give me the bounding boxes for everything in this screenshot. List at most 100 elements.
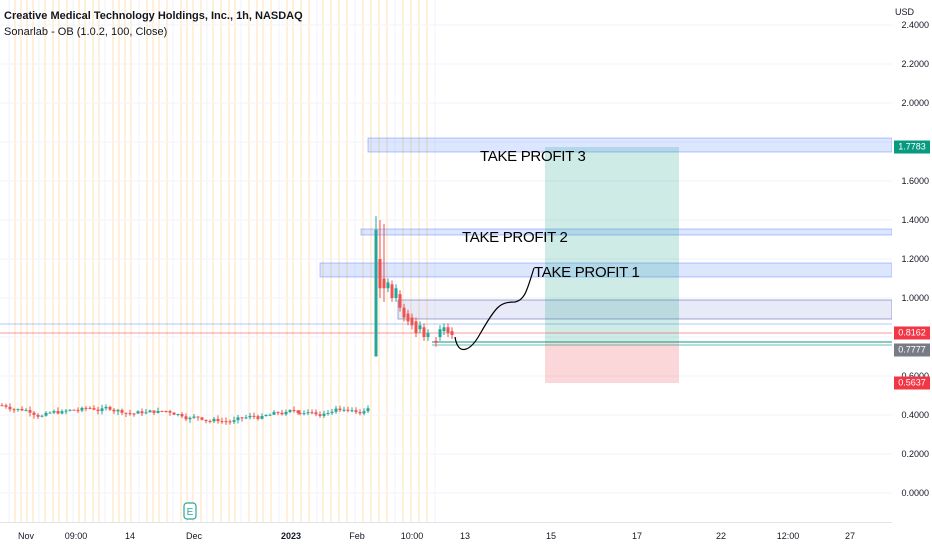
- price-axis[interactable]: USD 2.4000 2.2000 2.0000 1.6000 1.4000 1…: [892, 0, 932, 550]
- session-band: [44, 0, 46, 522]
- candle-body: [0, 405, 4, 407]
- order-block-tp3: [367, 137, 892, 153]
- price-tick: 1.2000: [901, 254, 929, 264]
- candle-body: [434, 340, 438, 343]
- candle-body: [132, 413, 136, 415]
- take-profit-2-label[interactable]: TAKE PROFIT 2: [462, 229, 568, 246]
- candle-body: [92, 408, 96, 410]
- candle-body: [12, 409, 16, 411]
- candle-body: [224, 421, 228, 423]
- indicator-legend[interactable]: Sonarlab - OB (1.0.2, 100, Close): [4, 26, 168, 38]
- symbol-title[interactable]: Creative Medical Technology Holdings, In…: [4, 10, 303, 22]
- time-tick: 2023: [280, 531, 302, 541]
- candle-body: [402, 307, 406, 318]
- session-band: [346, 0, 348, 522]
- candle-body: [40, 415, 44, 417]
- candle-body: [64, 410, 68, 412]
- candle-body: [172, 412, 176, 415]
- chart-canvas[interactable]: E: [0, 0, 892, 522]
- candle-body: [310, 412, 314, 414]
- session-band: [270, 0, 272, 522]
- candle-body: [318, 414, 322, 416]
- chart-area[interactable]: E Creative Medical Technology Holdings, …: [0, 0, 892, 522]
- session-band: [426, 0, 428, 522]
- session-band: [292, 0, 294, 522]
- candle-body: [410, 317, 414, 326]
- session-band: [322, 0, 324, 522]
- time-tick: Feb: [349, 531, 365, 541]
- candle-body: [148, 410, 152, 413]
- entry-price-label: 0.7777: [894, 343, 930, 357]
- candle-body: [414, 321, 418, 334]
- candle-body: [330, 411, 334, 414]
- candle-body: [120, 409, 124, 413]
- candle-body: [346, 409, 350, 411]
- candle-body: [450, 331, 454, 336]
- candle-body: [80, 407, 84, 411]
- candle-body: [438, 329, 442, 337]
- session-band: [112, 0, 114, 522]
- candle-body: [44, 412, 48, 416]
- candle-body: [184, 416, 188, 420]
- session-band: [52, 0, 54, 522]
- session-band: [138, 0, 140, 522]
- candle-body: [296, 410, 300, 413]
- session-band: [186, 0, 188, 522]
- price-tick: 2.2000: [901, 59, 929, 69]
- session-band: [206, 0, 208, 522]
- candle-body: [292, 409, 296, 411]
- candle-body: [382, 278, 386, 289]
- session-band: [362, 0, 364, 522]
- candle-body: [96, 409, 100, 412]
- candle-body: [398, 294, 402, 308]
- candle-body: [252, 415, 256, 417]
- candle-body: [192, 416, 196, 418]
- candle-body: [108, 406, 112, 410]
- candle-body: [260, 415, 264, 419]
- candle-body: [140, 411, 144, 414]
- candle-body: [200, 417, 204, 420]
- time-tick: 22: [715, 531, 727, 541]
- candle-body: [136, 411, 140, 414]
- candle-body: [220, 421, 224, 423]
- candle-body: [350, 410, 354, 412]
- take-profit-3-label[interactable]: TAKE PROFIT 3: [480, 148, 586, 165]
- stop-price-label: 0.5637: [894, 376, 930, 390]
- candle-body: [204, 419, 208, 421]
- candle-body: [386, 282, 390, 289]
- candle-body: [244, 417, 248, 419]
- candle-body: [60, 411, 64, 414]
- session-band: [192, 0, 194, 522]
- candle-body: [302, 413, 306, 415]
- session-band: [234, 0, 236, 522]
- time-tick: Nov: [17, 531, 35, 541]
- candle-body: [124, 412, 128, 414]
- order-block-tp2: [360, 228, 892, 236]
- candle-body: [72, 409, 76, 411]
- session-band: [418, 0, 420, 522]
- earnings-marker-label[interactable]: E: [187, 507, 194, 518]
- candle-body: [232, 420, 236, 422]
- candle-body: [406, 313, 410, 322]
- candle-body: [338, 408, 342, 411]
- candle-body: [306, 412, 310, 414]
- candle-body: [104, 406, 108, 409]
- session-band: [434, 0, 436, 522]
- session-band: [200, 0, 202, 522]
- candle-body: [160, 410, 164, 412]
- time-tick: 14: [124, 531, 136, 541]
- candle-body: [52, 411, 56, 413]
- candle-body: [56, 411, 60, 414]
- candle-body: [326, 413, 330, 415]
- time-axis[interactable]: Nov 09:00 14 Dec 2023 Feb 10:00 13 15 17…: [0, 522, 892, 551]
- session-band: [330, 0, 332, 522]
- candle-body: [280, 412, 284, 415]
- candle-body: [168, 411, 172, 413]
- session-band: [158, 0, 160, 522]
- target-price-label: 1.7783: [894, 140, 930, 154]
- candle-body: [100, 408, 104, 412]
- take-profit-1-label[interactable]: TAKE PROFIT 1: [534, 264, 640, 281]
- session-band: [78, 0, 80, 522]
- session-band: [370, 0, 372, 522]
- time-tick: 10:00: [400, 531, 424, 541]
